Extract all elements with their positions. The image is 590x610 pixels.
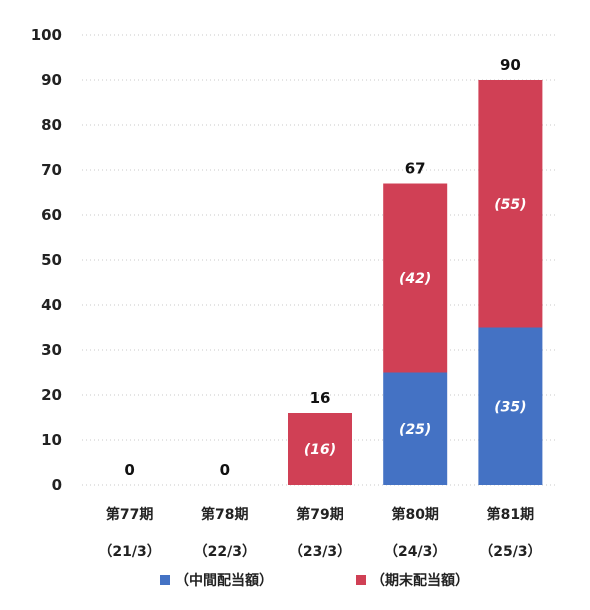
bar-segment <box>478 327 543 485</box>
total-value-label: 0 <box>124 461 134 479</box>
segment-value-label: (16) <box>304 442 336 458</box>
total-value-label: 0 <box>220 461 230 479</box>
x-category-label: 第81期 <box>487 506 534 523</box>
x-category-label: 第80期 <box>391 506 438 523</box>
y-tick-label: 50 <box>41 251 62 269</box>
x-category-label: 第77期 <box>106 506 153 523</box>
segment-value-label: (35) <box>494 399 526 415</box>
legend-swatch <box>356 575 366 585</box>
y-tick-label: 80 <box>41 116 62 134</box>
total-value-label: 67 <box>405 160 426 178</box>
legend: （中間配当額） （期末配当額） <box>160 572 469 589</box>
segment-value-label: (25) <box>399 422 431 438</box>
x-category-label: 第79期 <box>296 506 343 523</box>
total-value-label: 16 <box>310 389 331 407</box>
y-tick-label: 30 <box>41 341 62 359</box>
x-subcategory-label: （24/3） <box>384 544 446 560</box>
y-tick-label: 90 <box>41 71 62 89</box>
bar-segment <box>288 413 352 485</box>
bar-labels: 0 0 (16) 16 (25) (42) 67 (35) (55) 90 <box>124 56 526 479</box>
segment-value-label: (42) <box>399 271 431 287</box>
y-tick-label: 40 <box>41 296 62 314</box>
y-tick-label: 60 <box>41 206 62 224</box>
x-subcategory-label: （21/3） <box>98 544 160 560</box>
total-value-label: 90 <box>500 56 521 74</box>
y-tick-label: 20 <box>41 386 62 404</box>
bar-segment <box>383 372 448 485</box>
bar-segment <box>478 80 543 328</box>
y-tick-label: 100 <box>31 26 62 44</box>
x-axis-labels: 第77期 （21/3） 第78期 （22/3） 第79期 （23/3） 第80期 （24/3）… <box>98 506 541 560</box>
bars <box>288 80 543 485</box>
y-tick-label: 70 <box>41 161 62 179</box>
segment-value-label: (55) <box>494 197 526 213</box>
x-subcategory-label: （22/3） <box>194 544 256 560</box>
y-tick-label: 0 <box>52 476 62 494</box>
x-subcategory-label: （23/3） <box>289 544 351 560</box>
y-axis-ticks: 0 10 20 30 40 50 60 70 80 90 100 <box>31 26 62 494</box>
x-category-label: 第78期 <box>201 506 248 523</box>
x-subcategory-label: （25/3） <box>479 544 541 560</box>
legend-label: （期末配当額） <box>371 572 469 589</box>
legend-label: （中間配当額） <box>175 572 273 589</box>
y-tick-label: 10 <box>41 431 62 449</box>
legend-swatch <box>160 575 170 585</box>
bar-segment <box>383 183 448 373</box>
